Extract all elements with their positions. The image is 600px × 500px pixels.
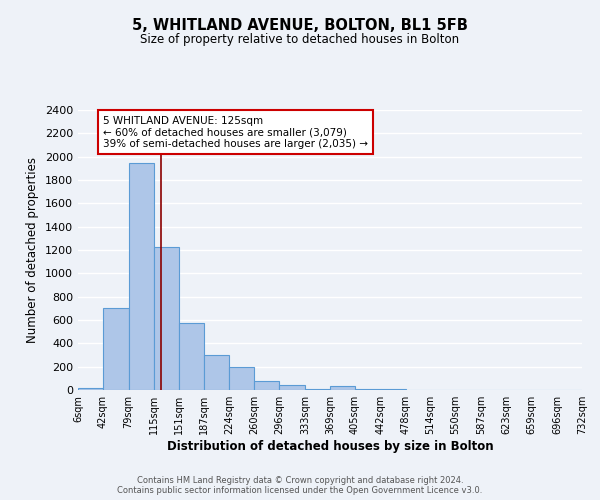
- Bar: [128, 162, 154, 390]
- Text: Size of property relative to detached houses in Bolton: Size of property relative to detached ho…: [140, 32, 460, 46]
- Bar: [229, 366, 254, 390]
- Y-axis label: Number of detached properties: Number of detached properties: [26, 157, 40, 343]
- Bar: [103, 308, 128, 390]
- Bar: [330, 386, 355, 390]
- Bar: [280, 385, 305, 390]
- Bar: [78, 388, 103, 390]
- Bar: [254, 380, 280, 390]
- Bar: [179, 323, 203, 390]
- Bar: [305, 389, 330, 390]
- Text: 5, WHITLAND AVENUE, BOLTON, BL1 5FB: 5, WHITLAND AVENUE, BOLTON, BL1 5FB: [132, 18, 468, 32]
- Text: Contains HM Land Registry data © Crown copyright and database right 2024.
Contai: Contains HM Land Registry data © Crown c…: [118, 476, 482, 495]
- Bar: [355, 389, 380, 390]
- Bar: [154, 246, 179, 390]
- Text: 5 WHITLAND AVENUE: 125sqm
← 60% of detached houses are smaller (3,079)
39% of se: 5 WHITLAND AVENUE: 125sqm ← 60% of detac…: [103, 116, 368, 149]
- Bar: [203, 355, 229, 390]
- X-axis label: Distribution of detached houses by size in Bolton: Distribution of detached houses by size …: [167, 440, 493, 453]
